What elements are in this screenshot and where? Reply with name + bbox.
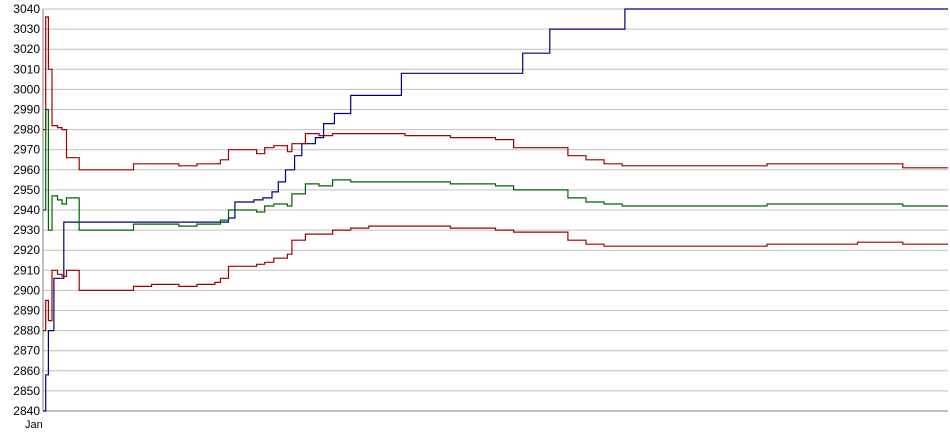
- y-tick-label: 2950: [13, 183, 40, 197]
- y-tick-label: 2990: [13, 103, 40, 117]
- y-tick-label: 2840: [13, 404, 40, 418]
- y-tick-label: 3010: [13, 62, 40, 76]
- y-tick-label: 3030: [13, 22, 40, 36]
- y-tick-label: 2980: [13, 123, 40, 137]
- y-tick-label: 2940: [13, 203, 40, 217]
- y-tick-label: 3040: [13, 2, 40, 16]
- series-line-4: [43, 225, 948, 332]
- gridlines: [43, 8, 948, 412]
- x-axis: Jan: [25, 410, 948, 431]
- y-tick-label: 2910: [13, 263, 40, 277]
- x-tick-label: Jan: [25, 419, 43, 431]
- y-tick-label: 3020: [13, 42, 40, 56]
- y-tick-label: 2880: [13, 324, 40, 338]
- series-line-3: [43, 108, 948, 231]
- y-tick-label: 2870: [13, 344, 40, 358]
- series-line-2: [43, 16, 948, 171]
- y-tick-label: 3000: [13, 82, 40, 96]
- series-layer: [43, 8, 948, 412]
- y-axis: 2840 2850 2860 2870 2880 2890 2900 2910 2920 2930…: [13, 2, 44, 418]
- series-line-1: [43, 8, 948, 412]
- y-tick-label: 2930: [13, 223, 40, 237]
- y-tick-label: 2860: [13, 364, 40, 378]
- y-tick-label: 2960: [13, 163, 40, 177]
- y-tick-label: 2970: [13, 143, 40, 157]
- y-tick-label: 2920: [13, 243, 40, 257]
- y-tick-label: 2850: [13, 384, 40, 398]
- y-tick-label: 2890: [13, 304, 40, 318]
- y-tick-label: 2900: [13, 283, 40, 297]
